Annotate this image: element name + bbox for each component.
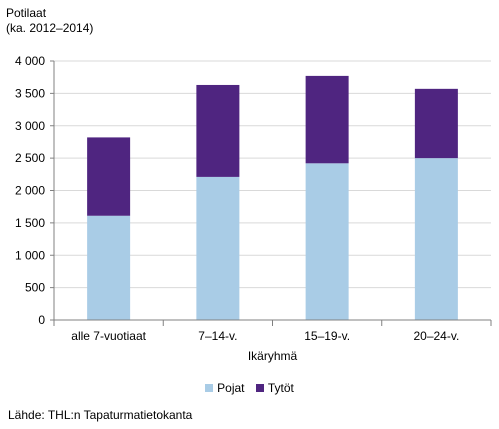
bar-tytot xyxy=(305,75,349,164)
legend-item-tytot: Tytöt xyxy=(255,381,294,395)
x-tick-label: 15–19-v. xyxy=(304,329,350,343)
y-tick-label: 500 xyxy=(25,281,45,295)
y-axis-title-line1: Potilaat xyxy=(6,6,47,20)
bar-pojat xyxy=(196,176,240,320)
bar-pojat xyxy=(305,163,349,320)
bar-tytot xyxy=(87,137,131,216)
legend-label-pojat: Pojat xyxy=(217,381,245,395)
y-tick-label: 3 500 xyxy=(15,86,45,100)
legend-label-tytot: Tytöt xyxy=(267,381,294,395)
bar-pojat xyxy=(87,215,131,320)
y-tick-label: 1 500 xyxy=(15,216,45,230)
y-axis-title-line2: (ka. 2012–2014) xyxy=(6,21,94,35)
legend-swatch-tytot xyxy=(255,384,264,392)
x-tick-label: 20–24-v. xyxy=(413,329,459,343)
y-tick-label: 4 000 xyxy=(15,54,45,68)
bar-tytot xyxy=(414,88,458,159)
y-tick-label: 2 500 xyxy=(15,151,45,165)
source-note: Lähde: THL:n Tapaturmatietokanta xyxy=(8,408,193,422)
y-tick-label: 0 xyxy=(38,313,45,327)
x-tick-label: alle 7-vuotiaat xyxy=(71,329,146,343)
legend-swatch-pojat xyxy=(205,384,214,392)
x-tick-label: 7–14-v. xyxy=(198,329,237,343)
x-axis-title: Ikäryhmä xyxy=(248,349,298,363)
legend-item-pojat: Pojat xyxy=(205,381,245,395)
y-tick-label: 2 000 xyxy=(15,184,45,198)
y-tick-label: 3 000 xyxy=(15,119,45,133)
bar-tytot xyxy=(196,84,240,177)
y-tick-label: 1 000 xyxy=(15,248,45,262)
legend: Pojat Tytöt xyxy=(0,381,499,395)
bar-pojat xyxy=(414,158,458,320)
